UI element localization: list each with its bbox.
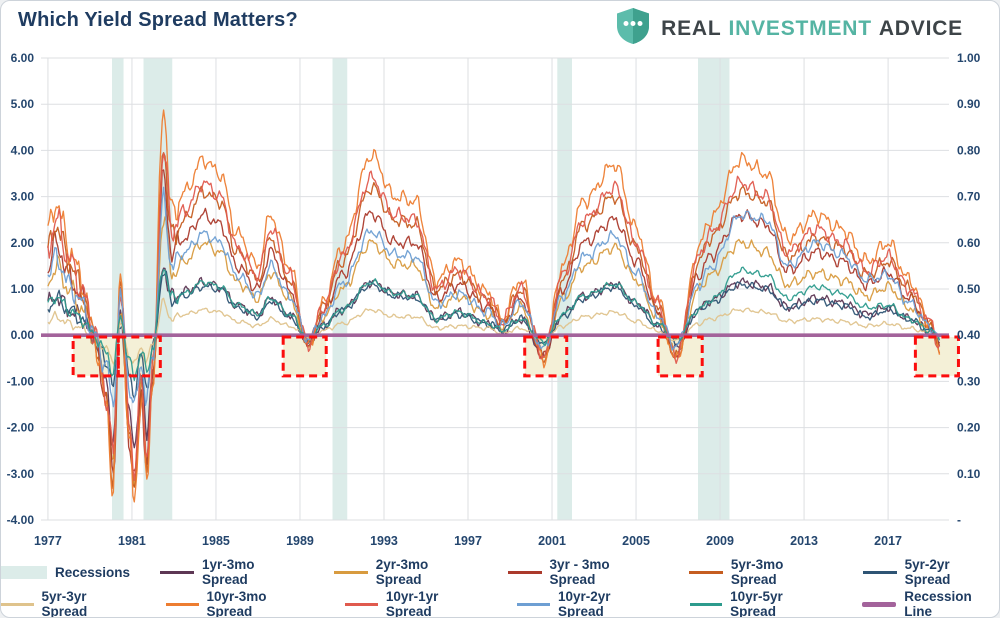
series-line-10yr-2yr bbox=[47, 186, 941, 408]
inversion-box-border-0 bbox=[71, 335, 120, 378]
inversion-box-border-5 bbox=[913, 335, 960, 378]
y-axis-right-tick: 0.60 bbox=[957, 236, 981, 250]
legend-label: 5yr-2yr Spread bbox=[904, 557, 951, 587]
y-axis-left-tick: -2.00 bbox=[7, 421, 35, 435]
legend-label: Recessions bbox=[55, 564, 131, 580]
legend-item-3yr-3mo-spread: 3yr - 3mo Spread bbox=[507, 557, 659, 587]
series-group bbox=[47, 109, 941, 503]
y-axis-right-tick: 1.00 bbox=[957, 51, 981, 65]
y-axis-left-tick: 3.00 bbox=[11, 190, 35, 204]
y-axis-right-tick: 0.80 bbox=[957, 143, 981, 157]
brand-wordmark: REAL INVESTMENT ADVICE bbox=[661, 17, 963, 41]
inversion-box-border-4 bbox=[656, 335, 704, 378]
legend-item-recessions: Recessions bbox=[1, 565, 130, 580]
chart-legend-row-1: Recessions 1yr-3mo Spread 2yr-3mo Spread 3y… bbox=[1, 557, 999, 587]
x-axis-tick: 1993 bbox=[370, 534, 398, 548]
y-axis-right-tick: 0.40 bbox=[957, 328, 981, 342]
legend-label: 10yr-5yr Spread bbox=[730, 589, 783, 618]
series-line-10yr-5yr bbox=[47, 266, 941, 381]
y-axis-right-tick: 0.10 bbox=[957, 467, 981, 481]
y-axis-right-tick: 0.70 bbox=[957, 190, 981, 204]
legend-swatch bbox=[862, 570, 897, 574]
legend-swatch bbox=[507, 570, 542, 574]
shield-icon bbox=[615, 7, 651, 50]
legend-item-10yr-1yr-spread: 10yr-1yr Spread bbox=[345, 589, 483, 618]
brand-word-real: REAL bbox=[661, 16, 722, 40]
legend-item-5yr-3yr-spread: 5yr-3yr Spread bbox=[1, 589, 132, 618]
x-axis-tick: 2005 bbox=[622, 534, 650, 548]
brand-word-investment: INVESTMENT bbox=[728, 16, 872, 40]
legend-swatch bbox=[1, 602, 34, 606]
series-line-10yr-3mo bbox=[47, 109, 941, 503]
x-axis-tick: 2013 bbox=[790, 534, 818, 548]
legend-item-10yr-3mo-spread: 10yr-3mo Spread bbox=[165, 589, 311, 618]
legend-swatch bbox=[345, 602, 378, 606]
legend-swatch bbox=[861, 601, 897, 607]
brand-logo: REAL INVESTMENT ADVICE bbox=[615, 7, 963, 50]
x-axis-tick: 1997 bbox=[454, 534, 482, 548]
x-axis-tick: 1981 bbox=[118, 534, 146, 548]
y-axis-left-tick: -3.00 bbox=[7, 467, 35, 481]
legend-label: Recession Line bbox=[904, 589, 972, 618]
y-axis-right-tick: 0.30 bbox=[957, 374, 981, 388]
x-axis-tick: 1989 bbox=[286, 534, 314, 548]
series-line-5yr-2yr bbox=[47, 270, 941, 399]
series-line-10yr-1yr bbox=[47, 152, 941, 482]
legend-swatch bbox=[160, 570, 194, 574]
x-axis-tick: 1985 bbox=[202, 534, 230, 548]
legend-item-2yr-3mo-spread: 2yr-3mo Spread bbox=[333, 557, 478, 587]
y-axis-left-tick: 6.00 bbox=[11, 51, 35, 65]
legend-label: 10yr-2yr Spread bbox=[558, 589, 611, 618]
legend-item-5yr-3mo-spread: 5yr-3mo Spread bbox=[688, 557, 833, 587]
inversion-box-fill-2 bbox=[283, 337, 327, 376]
series-line-5yr-3yr bbox=[47, 297, 940, 365]
brand-word-advice: ADVICE bbox=[878, 16, 963, 40]
legend-label: 10yr-1yr Spread bbox=[385, 589, 439, 618]
y-axis-left-tick: 0.00 bbox=[11, 328, 35, 342]
series-line-5yr-3mo bbox=[47, 152, 941, 490]
legend-label: 3yr - 3mo Spread bbox=[549, 557, 610, 587]
legend-label: 2yr-3mo Spread bbox=[375, 557, 429, 587]
legend-label: 5yr-3mo Spread bbox=[730, 557, 784, 587]
x-axis-tick: 2001 bbox=[538, 534, 566, 548]
page-title: Which Yield Spread Matters? bbox=[18, 9, 298, 31]
y-axis-right-tick: - bbox=[957, 513, 961, 527]
legend-label: 5yr-3yr Spread bbox=[41, 589, 88, 618]
y-axis-left-tick: 2.00 bbox=[11, 236, 35, 250]
chart-legend-row-2: 5yr-3yr Spread 10yr-3mo Spread 10yr-1yr Sp… bbox=[1, 589, 999, 618]
legend-item-5yr-2yr-spread: 5yr-2yr Spread bbox=[862, 557, 999, 587]
y-axis-left-tick: 1.00 bbox=[11, 282, 35, 296]
y-axis-right-tick: 0.90 bbox=[957, 97, 981, 111]
y-axis-left-tick: 4.00 bbox=[11, 143, 35, 157]
legend-label: 1yr-3mo Spread bbox=[201, 557, 255, 587]
y-axis-left-tick: -1.00 bbox=[7, 374, 35, 388]
y-axis-left-tick: -4.00 bbox=[7, 513, 35, 527]
inversion-box-border-2 bbox=[281, 335, 328, 378]
legend-swatch bbox=[688, 570, 723, 574]
y-axis-left-tick: 5.00 bbox=[11, 97, 35, 111]
legend-label: 10yr-3mo Spread bbox=[206, 589, 267, 618]
legend-swatch bbox=[689, 602, 723, 606]
legend-swatch bbox=[165, 602, 199, 606]
legend-item-recession-line: Recession Line bbox=[861, 589, 999, 618]
y-axis-right-tick: 0.20 bbox=[957, 421, 981, 435]
legend-item-1yr-3mo-spread: 1yr-3mo Spread bbox=[160, 557, 304, 587]
legend-swatch bbox=[333, 570, 368, 574]
x-axis-tick: 2009 bbox=[706, 534, 734, 548]
legend-item-10yr-2yr-spread: 10yr-2yr Spread bbox=[517, 589, 655, 618]
y-axis-right-tick: 0.50 bbox=[957, 282, 981, 296]
legend-item-10yr-5yr-spread: 10yr-5yr Spread bbox=[689, 589, 828, 618]
x-axis-tick: 2017 bbox=[874, 534, 902, 548]
legend-swatch bbox=[517, 602, 551, 606]
x-axis-tick: 1977 bbox=[34, 534, 62, 548]
legend-swatch bbox=[1, 565, 47, 579]
